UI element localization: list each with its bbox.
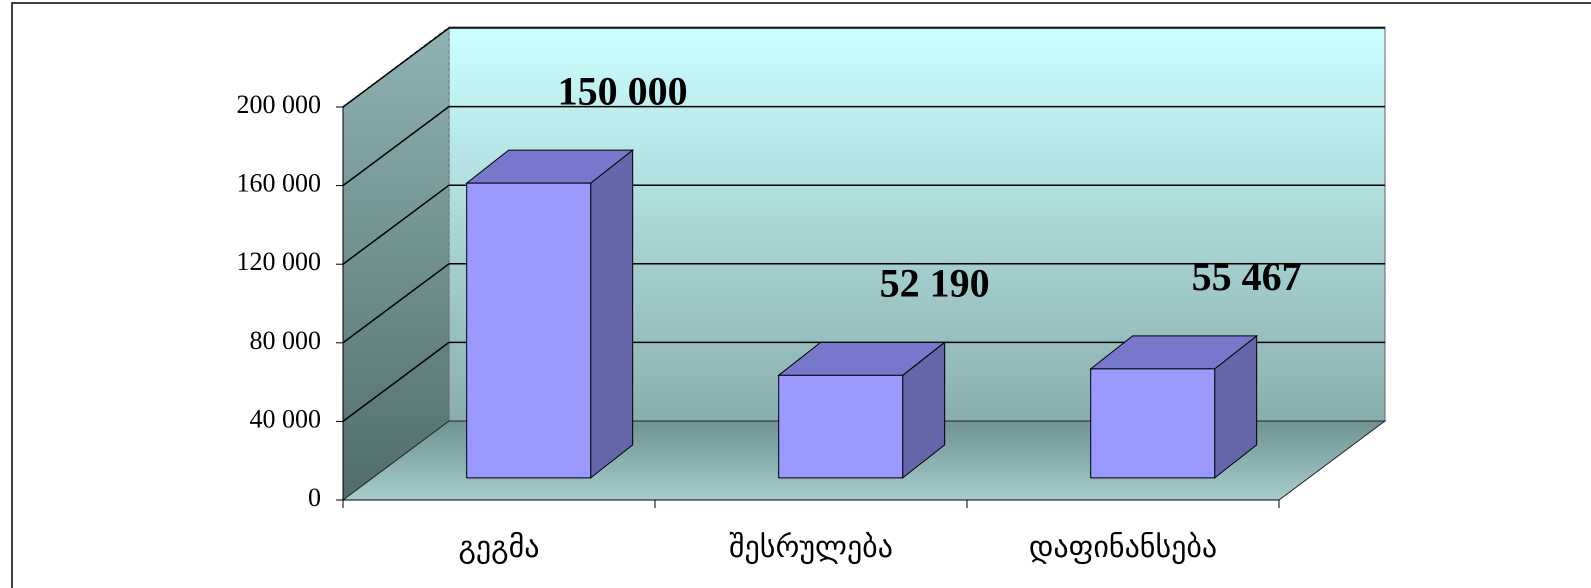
bar bbox=[1090, 368, 1216, 479]
bar-side bbox=[590, 149, 634, 479]
y-tick-label: 160 000 bbox=[237, 169, 322, 198]
grid-line bbox=[342, 184, 450, 265]
grid-line bbox=[342, 27, 450, 108]
value-label: 55 467 bbox=[1192, 254, 1302, 299]
bar bbox=[778, 374, 904, 479]
x-tick-label: გეგმა bbox=[458, 531, 539, 565]
y-tick-label: 200 000 bbox=[237, 90, 322, 119]
side-wall bbox=[342, 25, 450, 501]
grid-line bbox=[342, 263, 450, 344]
bar bbox=[466, 182, 592, 479]
x-tick-label: შესრულება bbox=[729, 531, 893, 565]
frame bbox=[11, 2, 1591, 588]
y-tick-label: 0 bbox=[308, 483, 321, 512]
x-tick-label: დაფინანსება bbox=[1029, 531, 1217, 565]
y-tick-label: 40 000 bbox=[250, 404, 322, 433]
grid-line bbox=[342, 341, 450, 423]
grid-line bbox=[342, 105, 450, 187]
y-tick-label: 120 000 bbox=[237, 247, 322, 276]
value-label: 150 000 bbox=[558, 68, 688, 113]
y-tick-label: 80 000 bbox=[250, 326, 322, 355]
value-label: 52 190 bbox=[880, 260, 990, 305]
